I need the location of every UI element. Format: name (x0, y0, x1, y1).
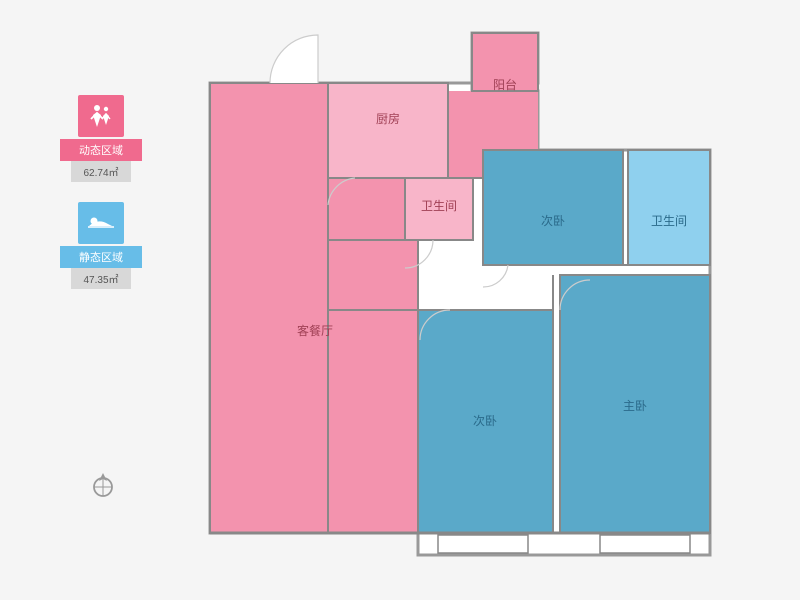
room-label-master: 主卧 (623, 399, 647, 413)
room-label-bath2: 卫生间 (651, 214, 687, 228)
legend-dynamic: 动态区域 62.74㎡ (60, 95, 142, 182)
room-label-living: 客餐厅 (297, 323, 333, 338)
room-living_ext (328, 240, 418, 310)
room-label-bath1: 卫生间 (421, 199, 457, 213)
room-bath2 (628, 150, 710, 265)
room-label-balcony: 阳台 (493, 77, 517, 92)
legend-panel: 动态区域 62.74㎡ 静态区域 47.35㎡ (60, 95, 142, 309)
room-label-bed2a: 次卧 (541, 214, 565, 228)
legend-dynamic-label: 动态区域 (60, 139, 142, 161)
legend-dynamic-value: 62.74㎡ (71, 161, 131, 182)
room-label-kitchen: 厨房 (376, 111, 400, 126)
floorplan: 阳台厨房卫生间客餐厅次卧卫生间次卧主卧 (200, 25, 740, 590)
legend-static: 静态区域 47.35㎡ (60, 202, 142, 289)
room-kitchen (328, 83, 448, 178)
dynamic-people-icon (78, 95, 124, 137)
compass-icon (88, 470, 118, 505)
room-label-bed2b: 次卧 (473, 414, 497, 428)
legend-static-label: 静态区域 (60, 246, 142, 268)
room-living (210, 83, 328, 533)
room-bed2a (483, 150, 623, 265)
legend-static-value: 47.35㎡ (71, 268, 131, 289)
static-sleep-icon (78, 202, 124, 244)
